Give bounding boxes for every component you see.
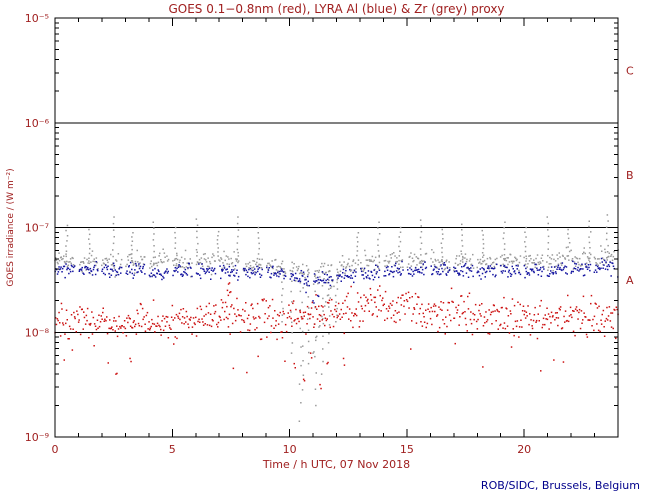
credit-text: ROB/SIDC, Brussels, Belgium <box>480 479 640 492</box>
y-tick-labels: 10⁻⁹ 10⁻⁸ 10⁻⁷ 10⁻⁶ 10⁻⁵ <box>25 12 50 444</box>
svg-text:0: 0 <box>52 443 59 456</box>
flare-class-label-C: C <box>626 64 634 77</box>
plot-border <box>54 17 619 438</box>
svg-text:10⁻⁹: 10⁻⁹ <box>25 431 49 444</box>
x-tick-labels: 0 5 10 15 20 <box>52 443 532 456</box>
series-goes-xray-points <box>54 282 619 390</box>
svg-text:10⁻⁷: 10⁻⁷ <box>25 222 49 235</box>
flare-class-letters: C B A <box>626 64 634 287</box>
svg-text:10⁻⁸: 10⁻⁸ <box>25 326 50 339</box>
flare-class-label-A: A <box>626 274 634 287</box>
x-axis-label: Time / h UTC, 07 Nov 2018 <box>262 458 410 471</box>
svg-text:20: 20 <box>517 443 531 456</box>
series-lyra-zr-points <box>54 214 619 422</box>
svg-text:10⁻⁶: 10⁻⁶ <box>25 117 50 130</box>
svg-text:10⁻⁵: 10⁻⁵ <box>25 12 49 25</box>
plot-title: GOES 0.1−0.8nm (red), LYRA Al (blue) & Z… <box>168 2 504 16</box>
flare-class-label-B: B <box>626 169 634 182</box>
series-lyra-al-points <box>54 257 619 304</box>
svg-text:15: 15 <box>400 443 414 456</box>
svg-text:10: 10 <box>283 443 297 456</box>
svg-text:5: 5 <box>169 443 176 456</box>
y-axis-label: GOES irradiance / (W m⁻²) <box>6 168 16 286</box>
